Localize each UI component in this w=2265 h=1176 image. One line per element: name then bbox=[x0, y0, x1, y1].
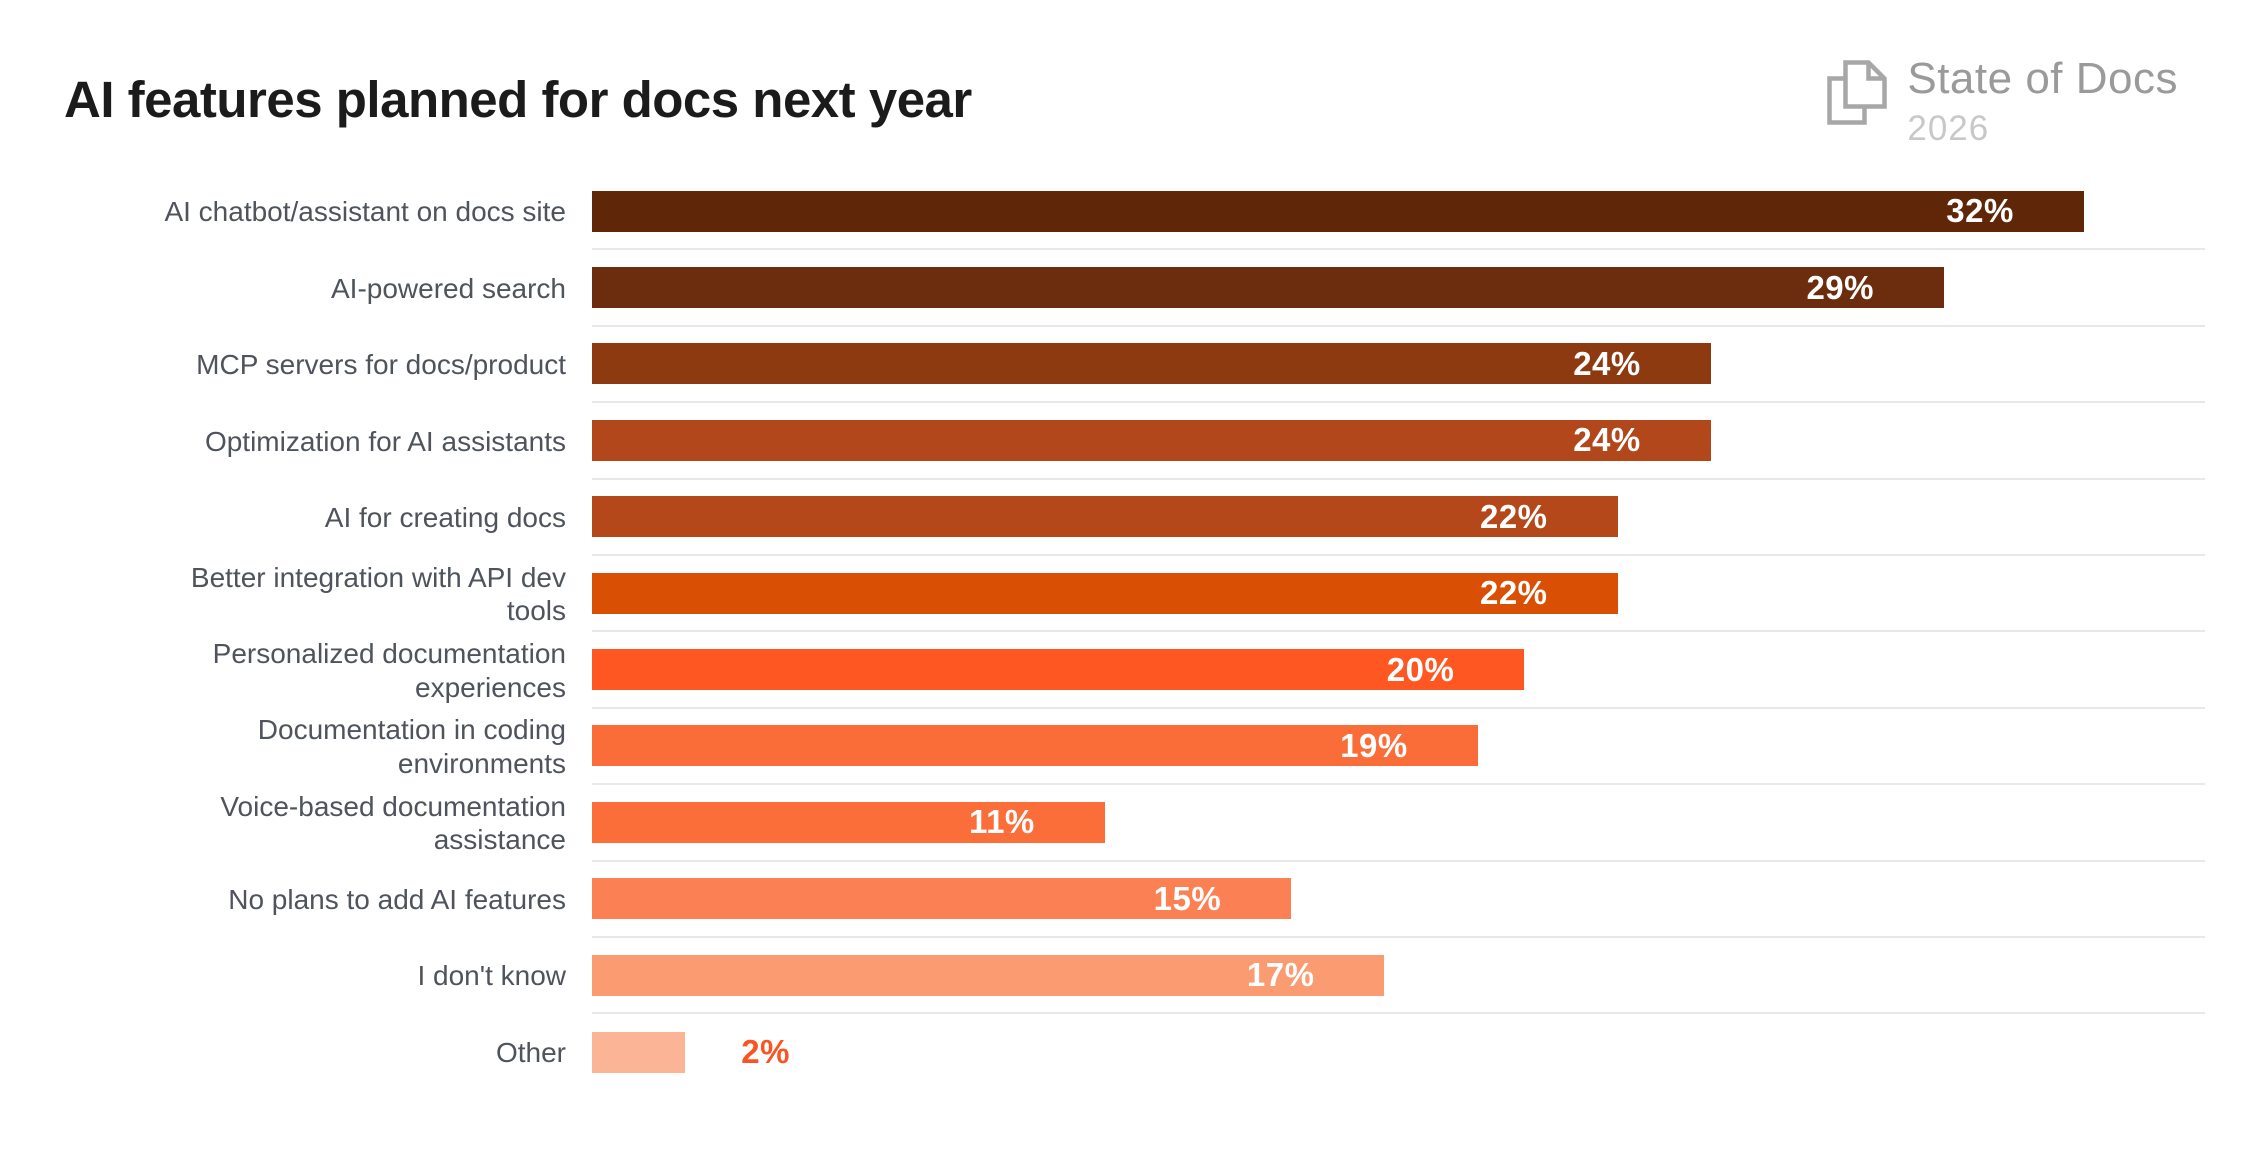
bar-track: 32% bbox=[592, 174, 2205, 251]
bar[interactable]: 11% bbox=[592, 801, 1105, 843]
category-label: AI chatbot/assistant on docs site bbox=[164, 196, 566, 228]
category-label: AI-powered search bbox=[330, 272, 566, 304]
bar-value-label: 2% bbox=[741, 1033, 790, 1071]
bar-track: 17% bbox=[592, 938, 2205, 1015]
bar[interactable]: 24% bbox=[592, 343, 1711, 385]
logo-year: 2026 bbox=[1907, 109, 1990, 149]
category-label: AI for creating docs bbox=[324, 501, 566, 533]
category-label: Better integration with API dev tools bbox=[190, 561, 566, 627]
bar[interactable]: 29% bbox=[592, 267, 1945, 309]
bar-track: 29% bbox=[592, 250, 2205, 327]
bar-track: 24% bbox=[592, 403, 2205, 480]
bar-chart: AI chatbot/assistant on docs site 32% AI-p… bbox=[0, 174, 2205, 1091]
bar-track: 11% bbox=[592, 785, 2205, 862]
chart-row: Other 2% bbox=[0, 1014, 2205, 1090]
bar[interactable]: 17% bbox=[592, 954, 1385, 996]
bar-track: 2% bbox=[592, 1014, 2205, 1090]
bar-track: 20% bbox=[592, 632, 2205, 709]
chart-row: Better integration with API dev tools 22% bbox=[0, 556, 2205, 633]
bar-value-label: 17% bbox=[1246, 956, 1315, 994]
chart-row: I don't know 17% bbox=[0, 938, 2205, 1015]
bar[interactable]: 32% bbox=[592, 190, 2084, 232]
bar-value-label: 19% bbox=[1340, 726, 1408, 764]
bar[interactable]: 24% bbox=[592, 419, 1711, 461]
bar-track: 19% bbox=[592, 709, 2205, 786]
bar-track: 22% bbox=[592, 480, 2205, 556]
bar-value-label: 11% bbox=[969, 803, 1035, 841]
chart-row: Documentation in coding environments 19% bbox=[0, 709, 2205, 786]
document-pages-icon bbox=[1827, 60, 1888, 125]
logo-title: State of Docs bbox=[1907, 54, 2178, 103]
bar[interactable]: 20% bbox=[592, 649, 1525, 691]
bar-value-label: 22% bbox=[1479, 574, 1548, 612]
bar[interactable]: 22% bbox=[592, 496, 1618, 538]
category-label: Personalized documentation experiences bbox=[212, 637, 566, 703]
bar-value-label: 29% bbox=[1806, 268, 1875, 306]
chart-row: Voice-based documentation assistance 11% bbox=[0, 785, 2205, 862]
category-label: Voice-based documentation assistance bbox=[220, 790, 566, 856]
category-label: MCP servers for docs/product bbox=[196, 349, 566, 381]
category-label: No plans to add AI features bbox=[228, 883, 566, 915]
page-title: AI features planned for docs next year bbox=[64, 71, 972, 128]
bar-value-label: 20% bbox=[1386, 650, 1455, 688]
bar-value-label: 24% bbox=[1573, 344, 1641, 382]
state-of-docs-logo: State of Docs 2026 bbox=[1825, 54, 2178, 149]
category-label: Documentation in coding environments bbox=[257, 714, 566, 779]
chart-row: MCP servers for docs/product 24% bbox=[0, 327, 2205, 404]
category-label: Other bbox=[495, 1036, 566, 1068]
bar-value-label: 32% bbox=[1946, 192, 2014, 230]
bar[interactable] bbox=[592, 1031, 686, 1073]
bar[interactable]: 22% bbox=[592, 572, 1618, 614]
category-label: Optimization for AI assistants bbox=[204, 425, 566, 457]
chart-row: AI for creating docs 22% bbox=[0, 480, 2205, 556]
bar-track: 22% bbox=[592, 556, 2205, 633]
bar-track: 24% bbox=[592, 327, 2205, 404]
bar-value-label: 15% bbox=[1153, 879, 1222, 917]
chart-row: Personalized documentation experiences 20… bbox=[0, 632, 2205, 709]
chart-row: Optimization for AI assistants 24% bbox=[0, 403, 2205, 480]
chart-row: AI-powered search 29% bbox=[0, 250, 2205, 327]
bar-value-label: 22% bbox=[1479, 497, 1548, 535]
bar-track: 15% bbox=[592, 862, 2205, 938]
bar-value-label: 24% bbox=[1573, 421, 1641, 459]
chart-row: AI chatbot/assistant on docs site 32% bbox=[0, 174, 2205, 251]
category-label: I don't know bbox=[417, 960, 566, 992]
bar[interactable]: 19% bbox=[592, 725, 1478, 767]
bar[interactable]: 15% bbox=[592, 878, 1292, 920]
chart-row: No plans to add AI features 15% bbox=[0, 862, 2205, 938]
